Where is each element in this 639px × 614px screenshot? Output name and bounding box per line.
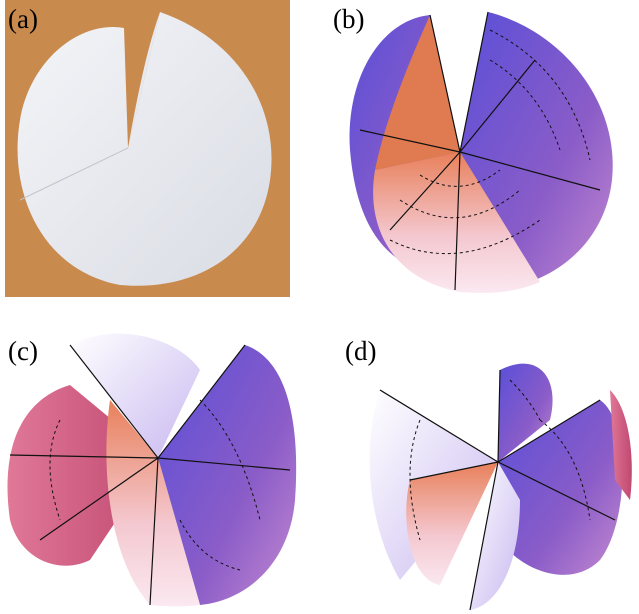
- panel-a: (a): [5, 0, 290, 297]
- panel-label: (c): [8, 336, 38, 366]
- panel-label: (b): [333, 4, 364, 34]
- panel-b: (b): [333, 4, 613, 293]
- panel-c: (c): [8, 334, 297, 607]
- panel-label: (a): [8, 4, 38, 34]
- panel-label: (d): [345, 336, 376, 366]
- figure: (a) (b) (c) (d): [0, 0, 639, 614]
- panel-d: (d): [345, 336, 632, 610]
